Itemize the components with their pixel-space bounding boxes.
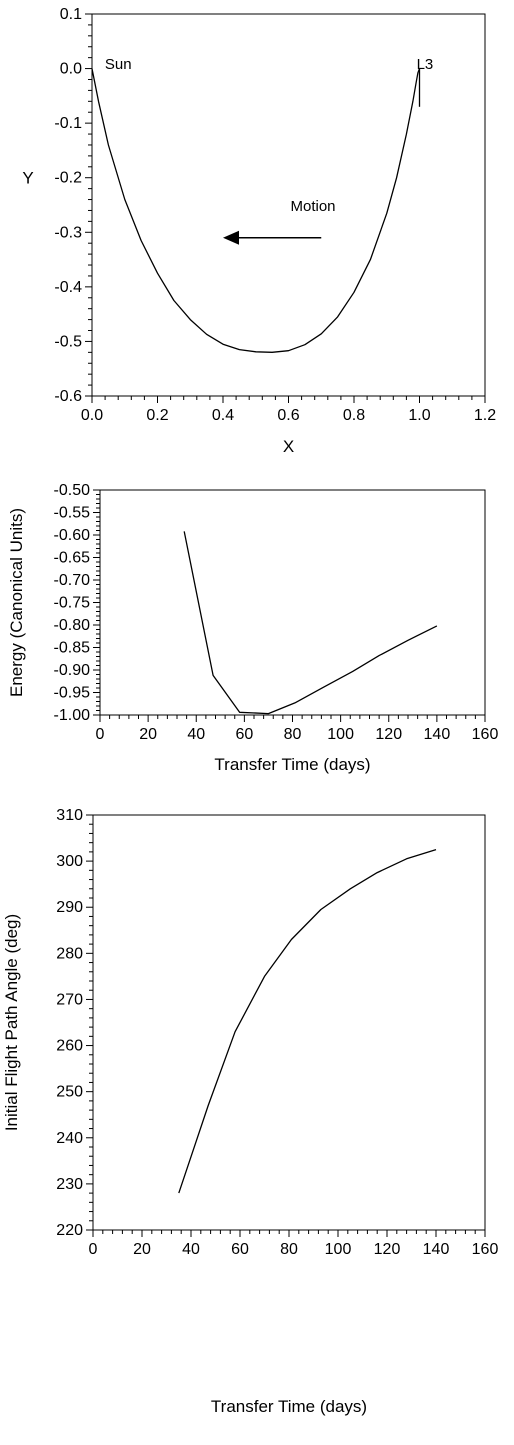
x-tick-label: 60 — [231, 1241, 249, 1258]
y-tick-label: 260 — [56, 1038, 83, 1055]
x-tick-label: 100 — [325, 1241, 352, 1258]
x-tick-label: 120 — [375, 726, 402, 743]
x-tick-label: 0.0 — [81, 407, 103, 424]
series-line-0 — [178, 848, 437, 1194]
y-tick-label: 0.1 — [60, 6, 82, 23]
y-tick-label: 290 — [56, 899, 83, 916]
y-axis-label: Y — [22, 169, 33, 188]
x-axis-label: Transfer Time (days) — [214, 755, 370, 774]
x-tick-label: 120 — [374, 1241, 401, 1258]
y-axis-label: Initial Flight Path Angle (deg) — [2, 914, 21, 1131]
y-tick-label: -0.70 — [54, 572, 91, 589]
x-tick-label: 1.0 — [408, 407, 430, 424]
chart-energy-vs-time: 0 20 40 60 80 100 120 140 160 -0.50 -0.55 -0.60 -0.6… — [7, 482, 498, 774]
annotation-motion: Motion — [291, 198, 336, 215]
x-tick-label: 160 — [472, 726, 499, 743]
x-tick-label: 0.8 — [343, 407, 365, 424]
y-tick-label: 0.0 — [60, 61, 82, 78]
series-line-0 — [91, 68, 421, 353]
y-tick-label: -0.55 — [54, 505, 91, 522]
y-tick-label: -0.80 — [54, 617, 91, 634]
chart-flight-angle-vs-time: 0 20 40 60 80 100 120 140 160 310 300 290 280 270 260 2… — [2, 807, 498, 1416]
x-tick-label: 100 — [327, 726, 354, 743]
y-tick-label: -0.95 — [54, 685, 91, 702]
annotation-l3: L3 — [417, 56, 434, 73]
y-tick-label: -0.65 — [54, 550, 91, 567]
x-tick-label: 1.2 — [474, 407, 496, 424]
y-tick-label: -1.00 — [54, 707, 91, 724]
y-tick-label: 240 — [56, 1130, 83, 1147]
x-tick-label: 140 — [424, 726, 451, 743]
x-tick-label: 80 — [280, 1241, 298, 1258]
y-tick-label: -0.6 — [54, 388, 82, 405]
x-tick-label: 0.4 — [212, 407, 234, 424]
x-axis-label: Transfer Time (days) — [211, 1397, 367, 1416]
y-tick-label: -0.2 — [54, 170, 82, 187]
y-tick-label: -0.60 — [54, 527, 91, 544]
motion-arrow-head — [223, 230, 239, 245]
y-tick-label: -0.3 — [54, 224, 82, 241]
y-tick-label: -0.50 — [54, 482, 91, 499]
x-tick-label: 40 — [187, 726, 205, 743]
y-tick-label: -0.5 — [54, 333, 82, 350]
y-tick-label: 270 — [56, 991, 83, 1008]
x-tick-label: 0.2 — [146, 407, 168, 424]
y-tick-label: -0.4 — [54, 279, 82, 296]
y-tick-label: 220 — [56, 1222, 83, 1239]
y-tick-label: -0.1 — [54, 115, 82, 132]
x-tick-label: 60 — [235, 726, 253, 743]
y-tick-label: 280 — [56, 945, 83, 962]
y-tick-label: 300 — [56, 853, 83, 870]
y-axis-label: Energy (Canonical Units) — [7, 508, 26, 697]
y-tick-label: -0.75 — [54, 595, 91, 612]
y-tick-label: -0.85 — [54, 640, 91, 657]
x-axis-label: X — [283, 437, 294, 456]
x-tick-label: 20 — [139, 726, 157, 743]
y-tick-label: 250 — [56, 1084, 83, 1101]
chart-orbit-xy: 0.0 0.2 0.4 0.6 0.8 1.0 1.2 0.1 0.0 -0.1 -0.2 -0.3 -… — [22, 6, 496, 456]
y-tick-label: 310 — [56, 807, 83, 824]
x-tick-label: 140 — [423, 1241, 450, 1258]
plot-frame — [99, 489, 486, 716]
x-tick-label: 80 — [284, 726, 302, 743]
x-tick-label: 40 — [182, 1241, 200, 1258]
x-tick-label: 160 — [472, 1241, 499, 1258]
annotation-sun: Sun — [105, 56, 132, 73]
x-tick-label: 0 — [89, 1241, 98, 1258]
x-tick-label: 0 — [96, 726, 105, 743]
y-tick-label: -0.90 — [54, 662, 91, 679]
x-tick-label: 20 — [133, 1241, 151, 1258]
x-tick-label: 0.6 — [277, 407, 299, 424]
plot-frame — [92, 814, 486, 1231]
series-line-0 — [183, 531, 438, 715]
y-tick-label: 230 — [56, 1176, 83, 1193]
